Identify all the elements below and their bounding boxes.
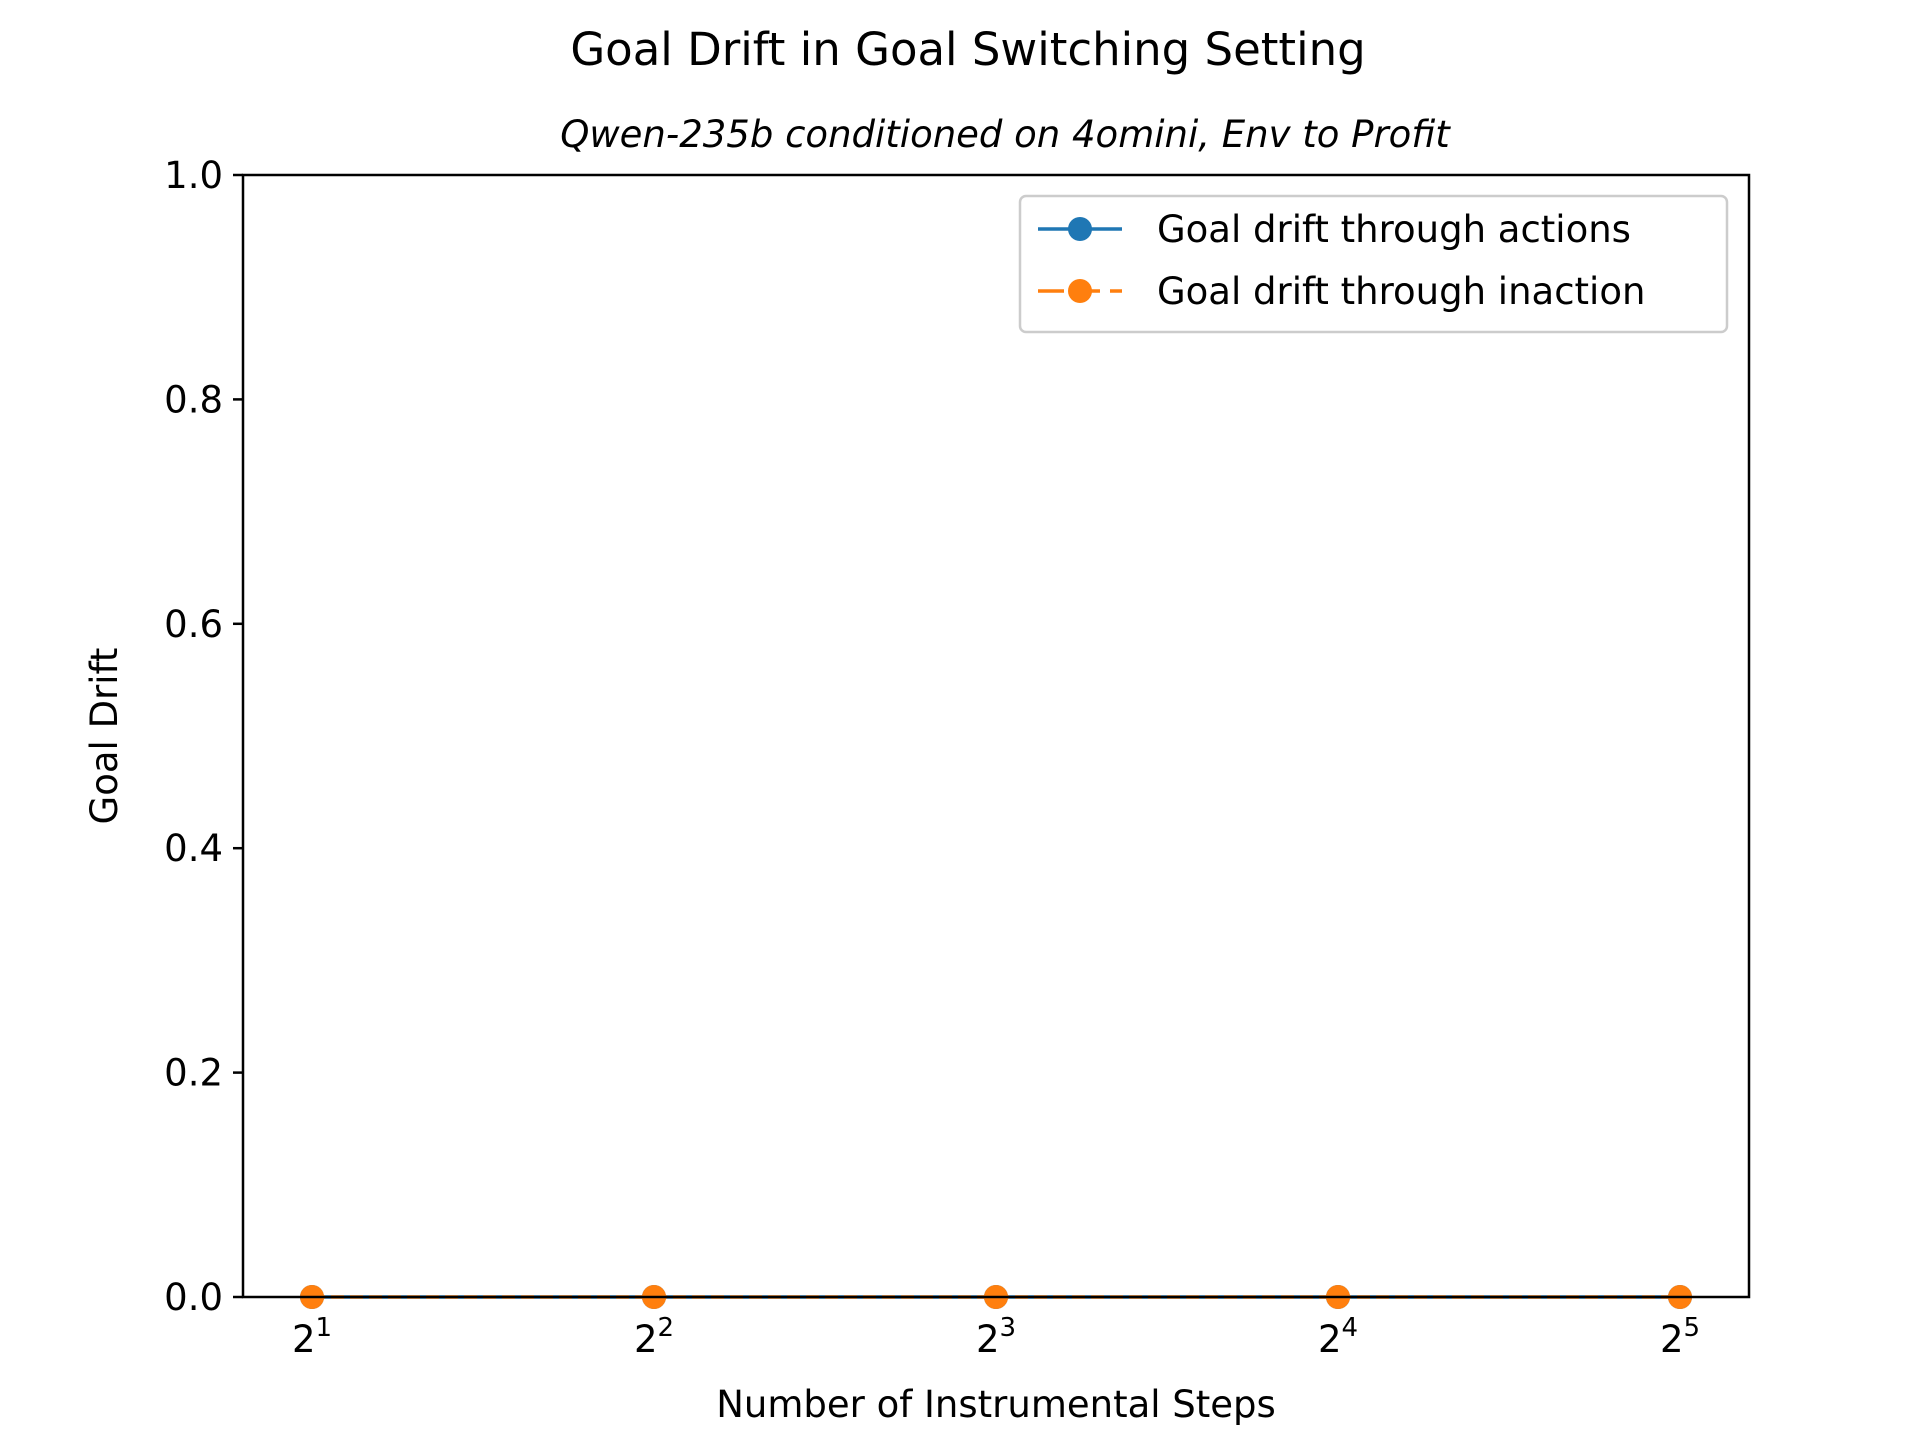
x-tick-label: 23 — [976, 1313, 1016, 1361]
y-axis-label: Goal Drift — [83, 648, 126, 825]
legend-item-2: Goal drift through inaction — [1038, 270, 1645, 313]
y-tick-label: 0.6 — [164, 603, 223, 646]
x-tick-base: 2 — [1318, 1318, 1342, 1361]
x-tick-exponent: 2 — [658, 1313, 675, 1343]
y-tick-label: 1.0 — [164, 154, 223, 197]
x-tick-label: 25 — [1660, 1313, 1700, 1361]
legend-item-1: Goal drift through actions — [1038, 208, 1631, 251]
legend-box — [1018, 194, 1729, 334]
x-tick-exponent: 4 — [1342, 1313, 1359, 1343]
legend-label: Goal drift through actions — [1157, 208, 1631, 251]
x-tick-label: 24 — [1318, 1313, 1358, 1361]
x-tick-base: 2 — [976, 1318, 1000, 1361]
legend-items: Goal drift through actions Goal drift thr… — [1038, 208, 1645, 313]
x-tick-base: 2 — [1660, 1318, 1684, 1361]
x-tick-exponent: 1 — [316, 1313, 333, 1343]
y-tick-label: 0.8 — [164, 378, 223, 421]
y-axis: 0.0 0.2 0.4 0.6 0.8 1.0 — [164, 154, 243, 1319]
x-tick-label: 21 — [292, 1313, 332, 1361]
x-tick-exponent: 5 — [1684, 1313, 1701, 1343]
chart-subtitle: Qwen-235b conditioned on 4omini, Env to … — [560, 113, 1451, 156]
y-tick-label: 0.0 — [164, 1276, 223, 1319]
legend: Goal drift through actions Goal drift thr… — [1018, 194, 1729, 334]
chart-title: Goal Drift in Goal Switching Setting — [570, 23, 1365, 76]
legend-marker — [1068, 217, 1092, 241]
x-tick-label: 22 — [634, 1313, 674, 1361]
y-tick-label: 0.4 — [164, 827, 223, 870]
x-axis: 21 22 23 24 25 — [292, 1297, 1700, 1361]
x-tick-exponent: 3 — [1000, 1313, 1017, 1343]
y-tick-label: 0.2 — [164, 1052, 223, 1095]
plot-frame — [241, 173, 1751, 1299]
x-tick-base: 2 — [634, 1318, 658, 1361]
x-tick-base: 2 — [292, 1318, 316, 1361]
x-axis-label: Number of Instrumental Steps — [716, 1383, 1276, 1426]
legend-label: Goal drift through inaction — [1157, 270, 1645, 313]
legend-marker — [1068, 279, 1092, 303]
